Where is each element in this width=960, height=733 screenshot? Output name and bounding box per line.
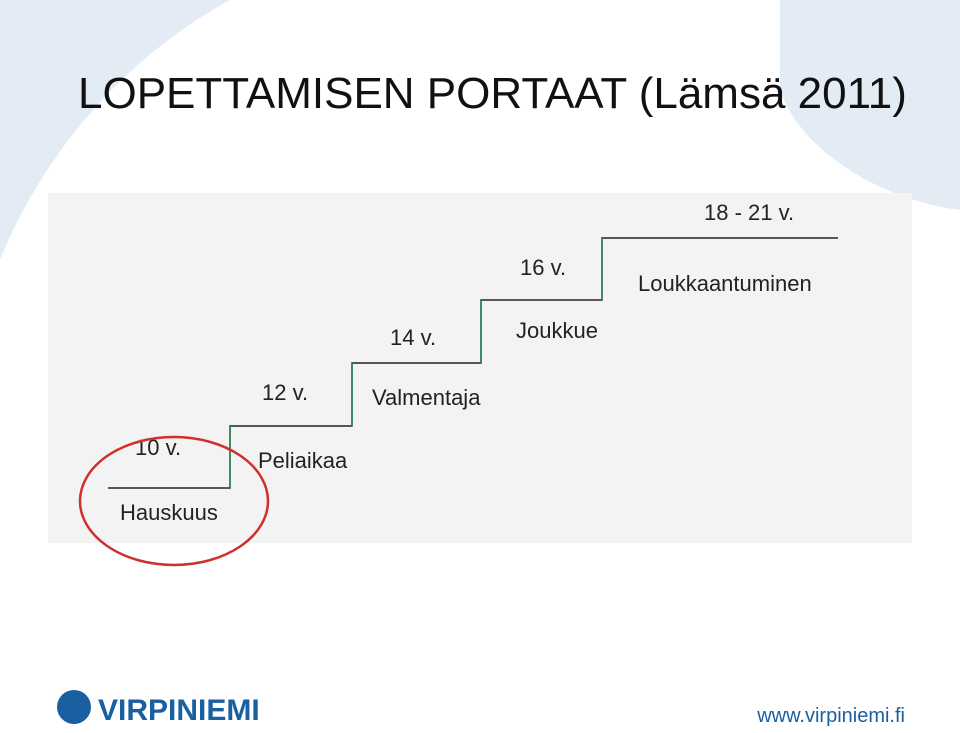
diagram-bg (48, 193, 912, 543)
highlight-circle (78, 435, 270, 567)
bg-swoosh-right (780, 0, 960, 210)
step-label: Joukkue (516, 318, 598, 343)
step-label: Peliaikaa (258, 448, 348, 473)
step-age: 10 v. (135, 435, 181, 460)
logo-text: VIRPINIEMI (98, 694, 260, 727)
title: LOPETTAMISEN PORTAAT (Lämsä 2011) (78, 69, 907, 118)
step-age: 14 v. (390, 325, 436, 350)
step-age: 12 v. (262, 380, 308, 405)
step-label: Valmentaja (372, 385, 481, 410)
steps: 10 v. Hauskuus 12 v. Peliaikaa 14 v. Valmenta… (120, 200, 812, 525)
step-age: 18 - 21 v. (704, 200, 794, 225)
logo-icon (57, 690, 91, 724)
bg-swoosh (0, 0, 230, 260)
step-label: Hauskuus (120, 500, 218, 525)
risers (229, 238, 603, 488)
url: www.virpiniemi.fi (756, 705, 905, 727)
step-label: Loukkaantuminen (638, 271, 812, 296)
step-age: 16 v. (520, 255, 566, 280)
